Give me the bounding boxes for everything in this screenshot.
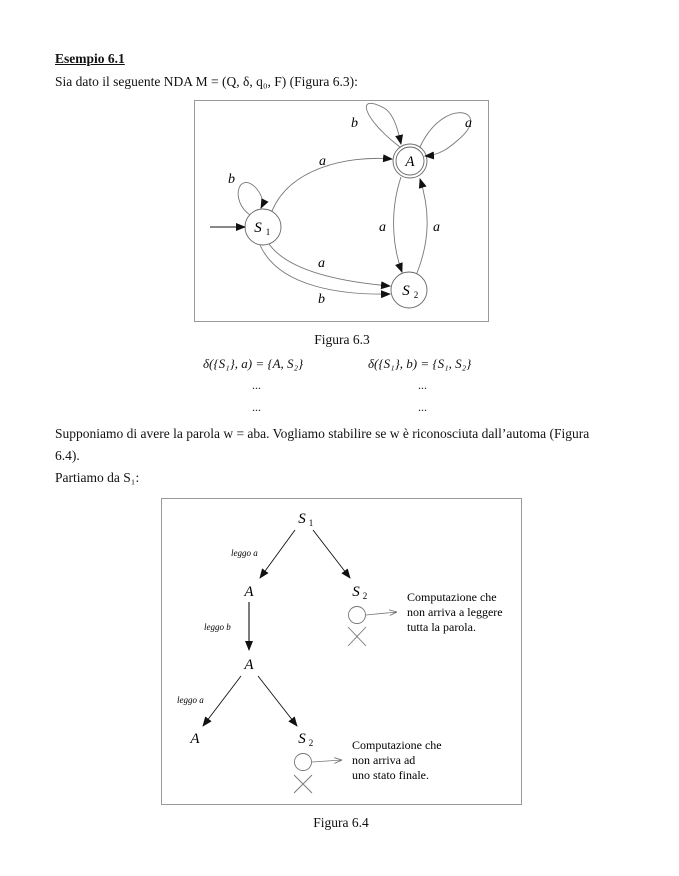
state-S2-label: S — [402, 283, 410, 299]
tree-node-A2: A — [243, 657, 254, 673]
label-S2-to-A: a — [433, 220, 440, 235]
figure-6-3-automaton-diagram: A S 1 S 2 b a b a a b a a — [194, 100, 489, 322]
label-loop-A-a: a — [465, 116, 472, 131]
note2-line3: uno stato finale. — [352, 768, 429, 782]
cross-mark-1 — [347, 626, 367, 647]
tree-node-A3: A — [189, 731, 200, 747]
tree-root-subscript: 1 — [309, 518, 314, 528]
label-S1-to-S2-b: b — [318, 292, 325, 307]
edge-A2-to-S2b — [257, 675, 298, 727]
edge-A-to-S2 — [393, 176, 403, 273]
edge-S1-to-A — [271, 154, 393, 212]
ellipsis-left-1: ... — [252, 378, 261, 392]
dead-end-circle-2 — [294, 753, 312, 771]
label-read-b: leggo b — [204, 622, 231, 632]
label-S1-to-A: a — [319, 154, 326, 169]
figure-6-4-caption: Figura 6.4 — [313, 815, 369, 830]
example-heading: Esempio 6.1 — [55, 51, 125, 66]
state-A-outer-circle — [392, 143, 428, 179]
paragraph-line-2: 6.4). — [55, 448, 80, 463]
label-read-a-1: leggo a — [231, 548, 258, 558]
loop-S1-b — [237, 182, 269, 216]
state-S1-label: S — [254, 220, 262, 236]
label-S1-to-S2-a: a — [318, 256, 325, 271]
label-read-a-2: leggo a — [177, 695, 204, 705]
note2-line2: non arriva ad — [352, 753, 415, 767]
loop-A-a — [419, 112, 472, 160]
state-S2-subscript: 2 — [414, 290, 419, 300]
figure-6-4-computation-tree: S 1 leggo a A S 2 Computazione che non a… — [161, 498, 522, 805]
figure-frame — [161, 498, 522, 805]
tree-root-label: S — [298, 511, 306, 527]
paragraph-line-3: Partiamo da S₁: — [55, 470, 140, 485]
transition-right: δ({S₁}, b) = {S₁, S₂} — [368, 356, 472, 371]
note1-line3: tutta la parola. — [407, 620, 476, 634]
edge-A2-to-A3 — [202, 675, 242, 727]
intro-text: Sia dato il seguente NDA M = (Q, δ, q₀, … — [55, 74, 358, 89]
state-A-label: A — [404, 154, 415, 170]
tree-node-S2b-subscript: 2 — [309, 738, 314, 748]
figure-6-3-caption: Figura 6.3 — [314, 332, 370, 347]
label-loop-S1-b: b — [228, 172, 235, 187]
cross-mark-2 — [293, 774, 313, 794]
note2-line1: Computazione che — [352, 738, 442, 752]
pointer-arrow-1 — [365, 612, 397, 615]
loop-A-b — [366, 102, 404, 148]
tree-node-A1: A — [243, 584, 254, 600]
dead-end-circle-1 — [348, 606, 366, 624]
edge-S2-to-A — [416, 178, 428, 274]
edge-root-to-A — [259, 529, 296, 579]
note1-line1: Computazione che — [407, 590, 497, 604]
label-A-to-S2: a — [379, 220, 386, 235]
edge-S1-to-S2-a — [268, 243, 391, 290]
edge-S1-to-S2-b — [259, 244, 391, 299]
tree-node-S2a-subscript: 2 — [363, 591, 368, 601]
figure-frame — [194, 100, 489, 322]
pointer-arrow-2 — [311, 760, 342, 762]
state-S2-circle — [390, 271, 428, 309]
state-S1-subscript: 1 — [266, 227, 271, 237]
tree-node-S2a-label: S — [352, 584, 360, 600]
tree-node-S2b-label: S — [298, 731, 306, 747]
ellipsis-left-2: ... — [252, 400, 261, 414]
transition-left: δ({S₁}, a) = {A, S₂} — [203, 356, 304, 371]
ellipsis-right-1: ... — [418, 378, 427, 392]
state-A-inner-circle — [395, 146, 425, 176]
ellipsis-right-2: ... — [418, 400, 427, 414]
note1-line2: non arriva a leggere — [407, 605, 503, 619]
state-S1-circle — [244, 208, 282, 246]
paragraph-line-1: Supponiamo di avere la parola w = aba. V… — [55, 426, 590, 441]
label-loop-A-b: b — [351, 116, 358, 131]
edge-root-to-S2 — [312, 529, 351, 579]
